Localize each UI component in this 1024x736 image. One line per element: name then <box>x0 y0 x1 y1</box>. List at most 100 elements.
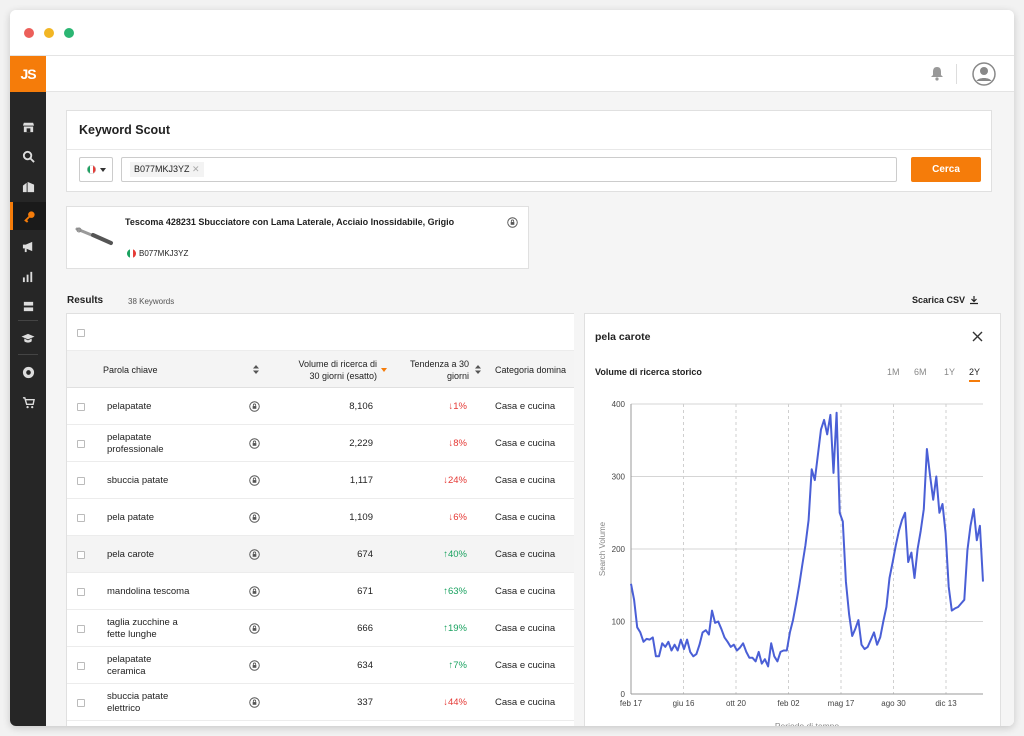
bar-chart-icon[interactable] <box>10 262 46 290</box>
keywords-table: Parola chiave Volume di ricerca di 30 gio… <box>66 313 574 726</box>
tab-6m[interactable]: 6M <box>914 367 927 377</box>
x-tick-label: ott 20 <box>726 699 747 708</box>
table-row[interactable]: pelapatate professionale 2,229 ↓ 8% Casa e cu… <box>67 425 574 462</box>
volume-cell: 337 <box>357 697 373 708</box>
buildings-icon[interactable] <box>10 172 46 200</box>
x-tick-label: feb 02 <box>777 699 800 708</box>
search-icon[interactable] <box>10 142 46 170</box>
chrome-icon[interactable] <box>10 358 46 386</box>
close-window-button[interactable] <box>24 28 34 38</box>
product-title: Tescoma 428231 Sbucciatore con Lama Late… <box>125 217 455 227</box>
keyword-line1: pelapatate <box>107 653 152 665</box>
download-csv-label: Scarica CSV <box>912 295 966 305</box>
trend-value: 7% <box>453 660 467 671</box>
search-button[interactable]: Cerca <box>911 157 981 182</box>
page-title: Keyword Scout <box>79 123 170 137</box>
keyword-cell[interactable]: pelapatate <box>107 388 227 425</box>
card-divider <box>67 149 991 150</box>
history-panel: pela carote Volume di ricerca storico 1M… <box>584 313 1001 726</box>
table-row[interactable]: pela carote 674 ↑ 40% Casa e cucina <box>67 536 574 573</box>
row-checkbox[interactable] <box>77 462 87 499</box>
select-all-checkbox[interactable] <box>77 329 85 337</box>
keyword-cell[interactable]: pelapatate professionale <box>107 425 227 462</box>
trend-arrow-icon: ↑ <box>443 623 448 634</box>
minimize-window-button[interactable] <box>44 28 54 38</box>
row-checkbox[interactable] <box>77 499 87 536</box>
lock-icon[interactable] <box>249 462 261 499</box>
x-tick-label: ago 30 <box>881 699 906 708</box>
lock-icon[interactable] <box>249 610 261 647</box>
tab-2y[interactable]: 2Y <box>969 367 981 382</box>
trend-cell: ↓ 24% <box>407 462 467 499</box>
maximize-window-button[interactable] <box>64 28 74 38</box>
asin-chip[interactable]: B077MKJ3YZ ✕ <box>130 162 204 177</box>
download-csv-button[interactable]: Scarica CSV <box>912 295 979 305</box>
chip-delete-icon[interactable]: ✕ <box>192 164 200 174</box>
lock-icon[interactable] <box>249 425 261 462</box>
graduation-icon[interactable] <box>10 292 46 320</box>
lock-icon[interactable] <box>249 499 261 536</box>
volume-cell: 1,117 <box>349 475 373 486</box>
megaphone-icon[interactable] <box>10 232 46 260</box>
cap-icon[interactable] <box>10 324 46 352</box>
app-logo[interactable]: JS <box>10 56 46 92</box>
table-row[interactable]: pela patate 1,109 ↓ 6% Casa e cucina <box>67 499 574 536</box>
trend-cell: ↑ 63% <box>407 573 467 610</box>
close-icon[interactable] <box>972 329 983 347</box>
header-trend-line2: giorni <box>446 370 469 381</box>
keyword-line1: pelapatate <box>107 431 152 443</box>
keyword-cell[interactable]: mandolina tescoma <box>107 573 227 610</box>
cart-icon[interactable] <box>10 388 46 416</box>
sort-desc-icon[interactable] <box>381 351 389 388</box>
row-checkbox[interactable] <box>77 573 87 610</box>
lock-icon[interactable] <box>249 536 261 573</box>
key-icon[interactable] <box>10 202 46 230</box>
keyword-cell[interactable]: pela patate <box>107 499 227 536</box>
table-row[interactable]: mandolina tescoma 671 ↑ 63% Casa e cucina <box>67 573 574 610</box>
trend-value: 44% <box>447 697 467 708</box>
lock-icon[interactable] <box>507 215 518 233</box>
category-cell: Casa e cucina <box>495 623 556 634</box>
lock-icon[interactable] <box>249 573 261 610</box>
product-asin-label: B077MKJ3YZ <box>139 249 189 258</box>
keyword-cell[interactable]: pela carote <box>107 536 227 573</box>
row-checkbox[interactable] <box>77 647 87 684</box>
row-checkbox[interactable] <box>77 388 87 425</box>
table-row[interactable]: pelapatate 8,106 ↓ 1% Casa e cucina <box>67 388 574 425</box>
search-input[interactable]: B077MKJ3YZ ✕ <box>121 157 897 182</box>
lock-icon[interactable] <box>249 647 261 684</box>
header-category[interactable]: Categoria domina <box>495 364 567 375</box>
tab-1m[interactable]: 1M <box>887 367 900 377</box>
country-select[interactable] <box>79 157 113 182</box>
row-checkbox[interactable] <box>77 536 87 573</box>
keyword-cell[interactable]: sbuccia patate elettrico <box>107 684 227 721</box>
tab-1y[interactable]: 1Y <box>944 367 956 377</box>
table-header: Parola chiave Volume di ricerca di 30 gio… <box>67 351 574 388</box>
store-icon[interactable] <box>10 112 46 140</box>
user-avatar-icon[interactable] <box>972 62 996 91</box>
row-checkbox[interactable] <box>77 684 87 721</box>
table-row[interactable]: sbuccia patate elettrico 337 ↓ 44% Casa e cuc… <box>67 684 574 721</box>
header-volume[interactable]: Volume di ricerca di 30 giorni (esatto) <box>275 351 377 388</box>
lock-icon[interactable] <box>249 388 261 425</box>
table-row[interactable]: sbuccia patate 1,117 ↓ 24% Casa e cucina <box>67 462 574 499</box>
table-row[interactable]: taglia zucchine a fette lunghe 666 ↑ 19% Casa… <box>67 610 574 647</box>
row-checkbox[interactable] <box>77 425 87 462</box>
lock-icon[interactable] <box>249 684 261 721</box>
sort-icon[interactable] <box>253 351 261 388</box>
bell-icon[interactable] <box>930 66 944 86</box>
header-keyword[interactable]: Parola chiave <box>103 364 158 375</box>
sidebar-divider <box>18 354 38 355</box>
keyword-cell[interactable]: taglia zucchine a fette lunghe <box>107 610 227 647</box>
header-trend[interactable]: Tendenza a 30 giorni <box>397 351 469 388</box>
table-row[interactable]: pelapatate ceramica 634 ↑ 7% Casa e cucina <box>67 647 574 684</box>
keyword-line1: sbuccia patate <box>107 474 169 486</box>
category-cell: Casa e cucina <box>495 549 556 560</box>
trend-cell: ↑ 19% <box>407 610 467 647</box>
row-checkbox[interactable] <box>77 610 87 647</box>
keyword-cell[interactable]: pelapatate ceramica <box>107 647 227 684</box>
volume-cell: 1,109 <box>349 512 373 523</box>
keyword-cell[interactable]: sbuccia patate <box>107 462 227 499</box>
sort-icon[interactable] <box>475 351 483 388</box>
search-volume-chart: 0 100 200 300 400 feb 17 giu 16 ott 20 feb 02 mag… <box>598 400 984 726</box>
